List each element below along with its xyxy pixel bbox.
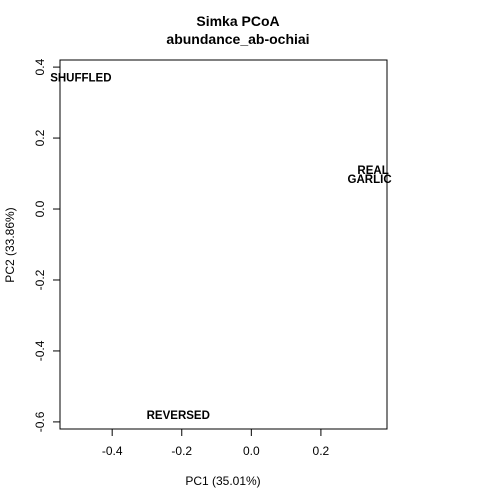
y-axis: -0.6 -0.4 -0.2 0.0 0.2 0.4 <box>33 58 60 432</box>
chart-title: Simka PCoA <box>196 13 279 29</box>
y-tick-label: 0.0 <box>33 200 47 217</box>
point-label-shuffled: SHUFFLED <box>50 73 111 85</box>
y-tick-label: 0.4 <box>33 58 47 75</box>
x-tick-label: 0.0 <box>243 444 260 458</box>
y-tick-label: 0.2 <box>33 129 47 146</box>
y-tick-label: -0.6 <box>33 411 47 432</box>
x-tick-label: -0.4 <box>102 444 123 458</box>
y-tick-label: -0.2 <box>33 269 47 290</box>
point-label-garlic: GARLIC <box>348 174 392 186</box>
y-tick-label: -0.4 <box>33 340 47 361</box>
x-tick-label: -0.2 <box>171 444 192 458</box>
point-label-real: REAL <box>357 165 388 177</box>
x-tick-label: 0.2 <box>313 444 330 458</box>
point-label-reversed: REVERSED <box>147 410 210 422</box>
plot-frame <box>59 59 388 430</box>
x-axis: -0.4 -0.2 0.0 0.2 <box>102 429 330 458</box>
chart-subtitle: abundance_ab-ochiai <box>166 31 309 47</box>
y-axis-label: PC2 (33.86%) <box>3 207 17 282</box>
x-axis-label: PC1 (35.01%) <box>185 474 260 488</box>
